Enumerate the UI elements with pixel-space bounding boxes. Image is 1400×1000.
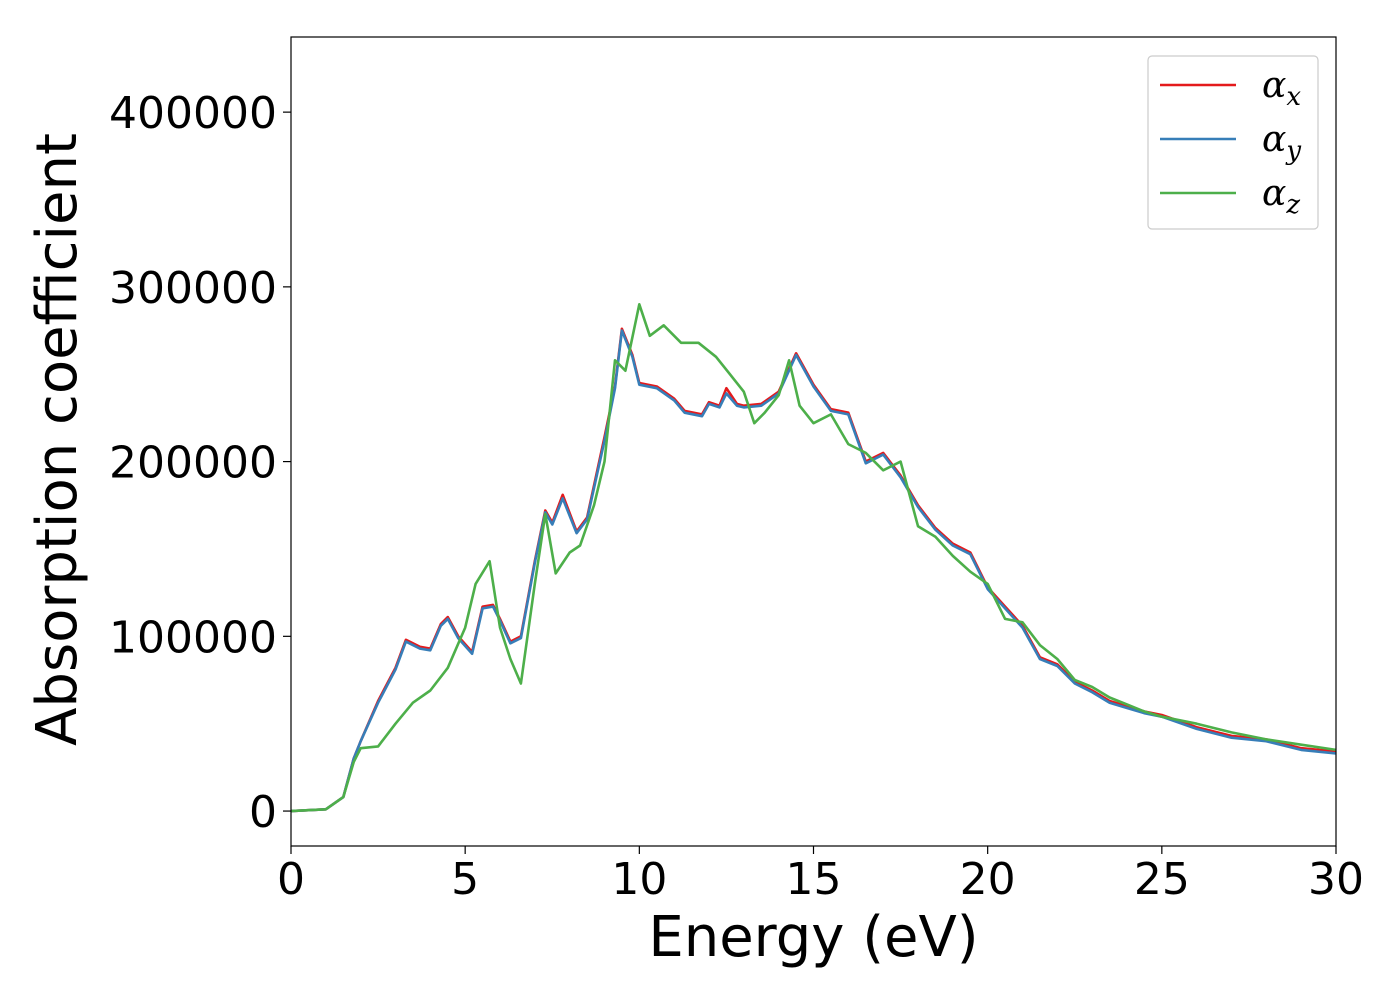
plot-lines	[290, 303, 1337, 813]
plot-frame	[290, 36, 1337, 847]
y-tick-label: 300000	[109, 263, 277, 314]
y-tick-label: 400000	[109, 88, 277, 139]
legend-box	[1147, 55, 1319, 230]
legend-label-y: αy	[1262, 119, 1301, 166]
x-axis-label: Energy (eV)	[648, 905, 978, 970]
x-tick-label: 25	[1134, 854, 1190, 905]
x-tick-label: 15	[786, 854, 842, 905]
x-axis-ticks: 0 5 10 15 20 25 30	[277, 846, 1364, 905]
y-tick-label: 200000	[109, 438, 277, 489]
y-axis-ticks: 0 100000 200000 300000 400000	[109, 88, 291, 838]
x-tick-label: 20	[960, 854, 1016, 905]
y-axis-label: Absorption coefficient	[25, 133, 90, 746]
x-tick-label: 0	[277, 854, 305, 905]
series-line-z	[290, 303, 1337, 813]
y-tick-label: 0	[249, 787, 277, 838]
legend: αx αy αz	[1147, 55, 1319, 230]
x-tick-label: 30	[1308, 854, 1364, 905]
x-tick-label: 5	[451, 854, 479, 905]
legend-label-x: αx	[1262, 65, 1301, 112]
series-line-x	[290, 327, 1337, 813]
series-line-y	[290, 329, 1337, 813]
y-tick-label: 100000	[109, 612, 277, 663]
legend-label-z: αz	[1262, 173, 1300, 220]
x-tick-label: 10	[611, 854, 667, 905]
